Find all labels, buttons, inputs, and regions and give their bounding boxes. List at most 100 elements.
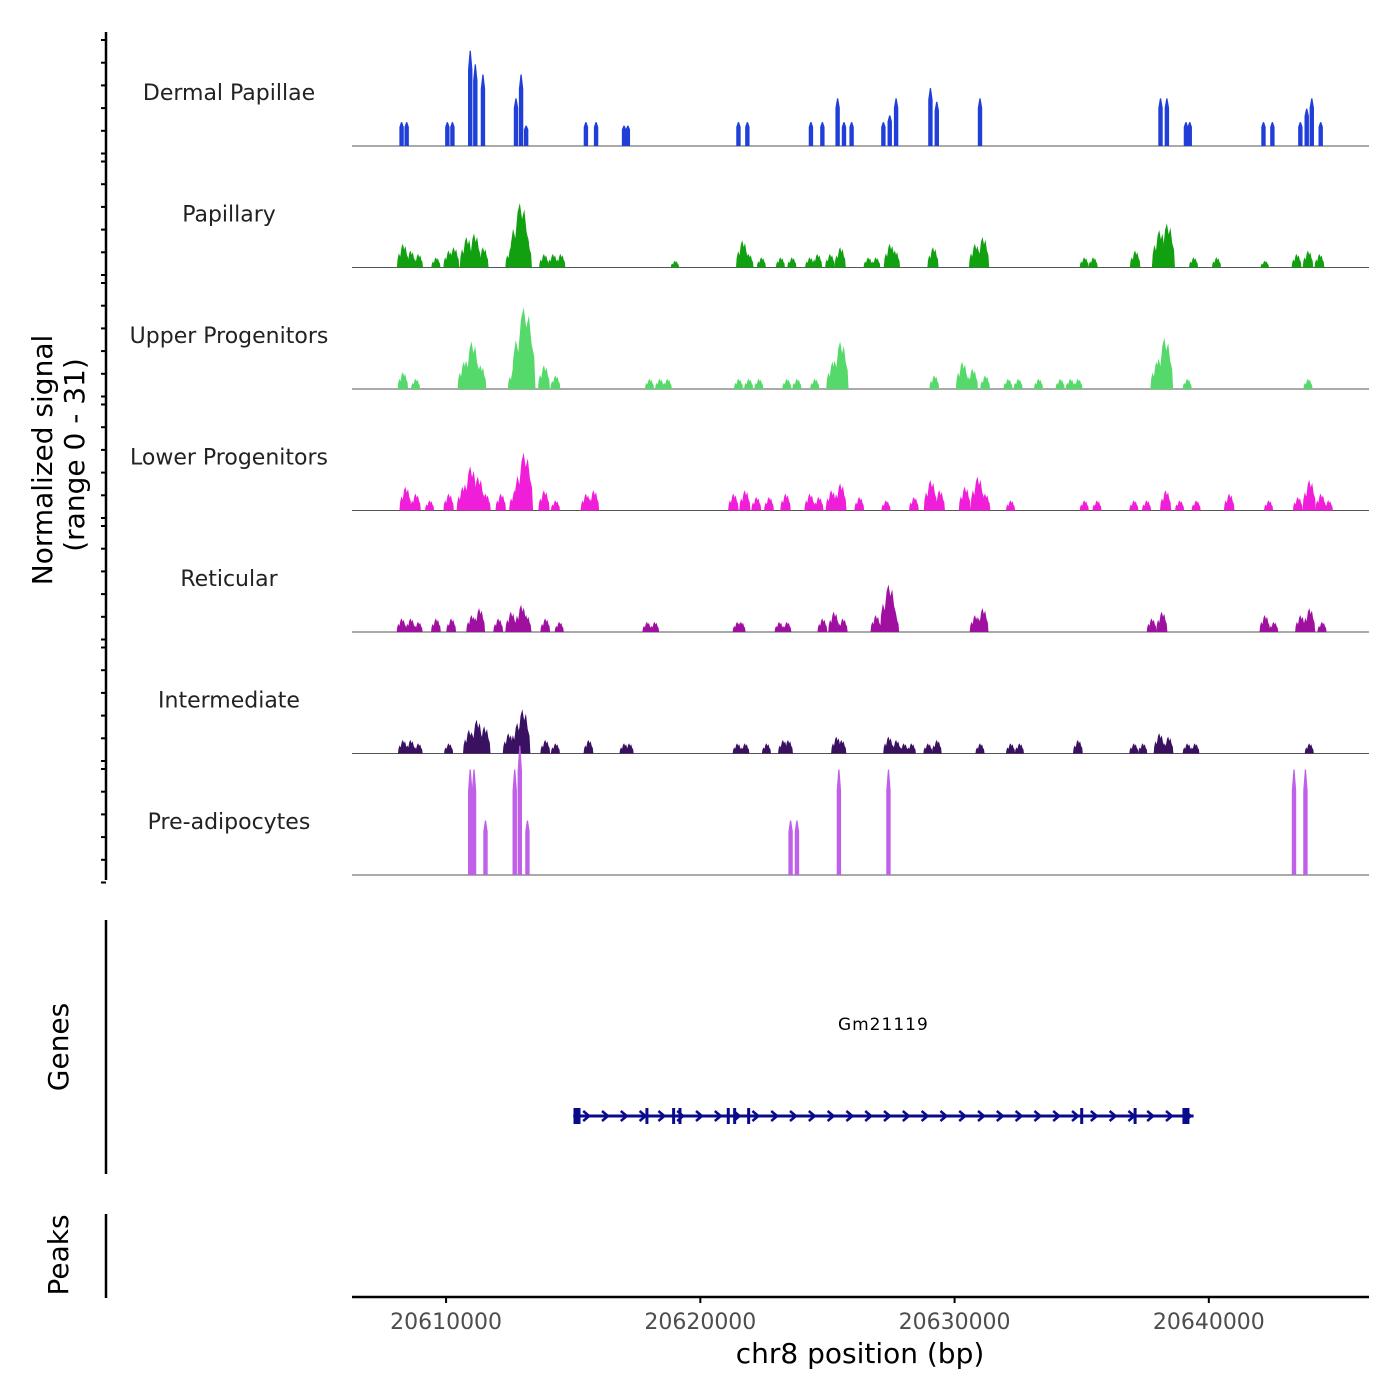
signal-peak xyxy=(736,621,746,632)
track-label: Dermal Papillae xyxy=(143,81,315,106)
signal-peak xyxy=(1183,122,1189,146)
signal-axis-ticks xyxy=(101,39,106,884)
strand-arrow xyxy=(1014,1110,1024,1122)
signal-peak xyxy=(955,361,969,389)
signal-peak xyxy=(1164,98,1170,146)
signal-peak xyxy=(745,122,750,146)
signal-peak xyxy=(477,247,489,268)
signal-peak xyxy=(1146,618,1157,632)
signal-peak xyxy=(870,614,882,632)
signal-peak xyxy=(471,769,477,875)
signal-peak xyxy=(1175,500,1185,511)
signal-peak xyxy=(883,736,894,754)
signal-peak xyxy=(448,247,460,268)
signal-peak xyxy=(424,500,435,511)
signal-peak xyxy=(477,726,491,754)
signal-peak xyxy=(1005,500,1016,511)
signal-peak xyxy=(1191,500,1201,511)
track-label: Lower Progenitors xyxy=(130,446,328,471)
signal-peak xyxy=(480,74,486,146)
signal-peak xyxy=(473,608,486,632)
coverage-track: Lower Progenitors xyxy=(130,446,1369,511)
signal-peak xyxy=(1303,769,1308,875)
signal-peak xyxy=(923,743,933,754)
signal-peak xyxy=(1138,743,1148,754)
signal-peak xyxy=(1187,122,1192,146)
signal-peak xyxy=(1304,743,1314,754)
signal-peak xyxy=(411,378,421,389)
signal-peak xyxy=(871,257,881,268)
signal-peak xyxy=(410,493,421,511)
signal-peak xyxy=(1291,769,1297,875)
track-label: Pre-adipocytes xyxy=(148,810,311,835)
signal-peak xyxy=(1158,223,1175,268)
track-label: Intermediate xyxy=(158,689,300,714)
signal-peak xyxy=(1260,260,1269,268)
strand-arrow xyxy=(751,1110,761,1122)
signal-peak xyxy=(1259,614,1271,632)
signal-peak xyxy=(642,621,652,632)
signal-peak xyxy=(512,769,517,875)
signal-peak xyxy=(733,378,744,389)
signal-peak xyxy=(836,739,847,754)
signal-peak xyxy=(805,257,815,268)
signal-peak xyxy=(881,122,886,146)
signal-peak xyxy=(1033,378,1044,389)
signal-peak xyxy=(825,253,835,268)
signal-peak xyxy=(774,621,784,632)
strand-arrow xyxy=(977,1110,986,1122)
signal-peak xyxy=(670,260,680,268)
signal-peak xyxy=(396,618,407,632)
signal-peak xyxy=(1129,500,1139,511)
signal-peak xyxy=(891,739,901,754)
signal-peak xyxy=(1292,496,1303,511)
signal-peak xyxy=(817,618,828,632)
signal-peak xyxy=(550,743,560,754)
signal-peak xyxy=(587,490,600,511)
signal-peak xyxy=(761,743,771,754)
coverage-track: Intermediate xyxy=(158,689,1369,754)
signal-peak xyxy=(854,496,865,511)
signal-peak xyxy=(928,88,933,146)
signal-peak xyxy=(1003,378,1013,389)
signal-peak xyxy=(782,378,792,389)
signal-peak xyxy=(624,743,634,754)
signal-peak xyxy=(463,341,480,389)
gene-name-label: Gm21119 xyxy=(838,1015,929,1035)
signal-peak xyxy=(1269,621,1279,632)
gene-exon xyxy=(726,1108,730,1124)
gene-exon xyxy=(678,1108,682,1124)
signal-peak xyxy=(743,253,754,268)
signal-peak xyxy=(1156,611,1168,632)
signal-peak xyxy=(450,122,455,146)
signal-peak xyxy=(835,98,840,146)
signal-peak xyxy=(1223,493,1235,511)
signal-peak xyxy=(1153,733,1165,754)
signal-peak xyxy=(976,608,989,632)
signal-peak xyxy=(1315,493,1326,511)
signal-peak xyxy=(1317,621,1327,632)
signal-peak xyxy=(775,257,785,268)
signal-peak xyxy=(908,496,919,511)
strand-arrow xyxy=(619,1110,629,1122)
signal-peak xyxy=(728,493,739,511)
track-label: Papillary xyxy=(182,203,276,228)
signal-peak xyxy=(841,122,847,146)
strand-arrow xyxy=(1165,1110,1174,1122)
signal-peak xyxy=(1303,378,1313,389)
signal-peak xyxy=(1303,608,1316,632)
signal-peak xyxy=(886,769,891,875)
coverage-track: Pre-adipocytes xyxy=(148,745,1369,876)
strand-arrow xyxy=(807,1110,817,1122)
signal-peak xyxy=(764,496,774,511)
signal-peak xyxy=(555,253,566,268)
signal-peak xyxy=(446,618,457,632)
signal-peak xyxy=(493,618,504,632)
signal-peak xyxy=(825,490,837,511)
signal-peak xyxy=(413,743,423,754)
signal-peak xyxy=(923,479,938,511)
signal-peak xyxy=(1129,250,1141,268)
gene-exon xyxy=(573,1108,581,1124)
signal-peak xyxy=(467,233,482,268)
